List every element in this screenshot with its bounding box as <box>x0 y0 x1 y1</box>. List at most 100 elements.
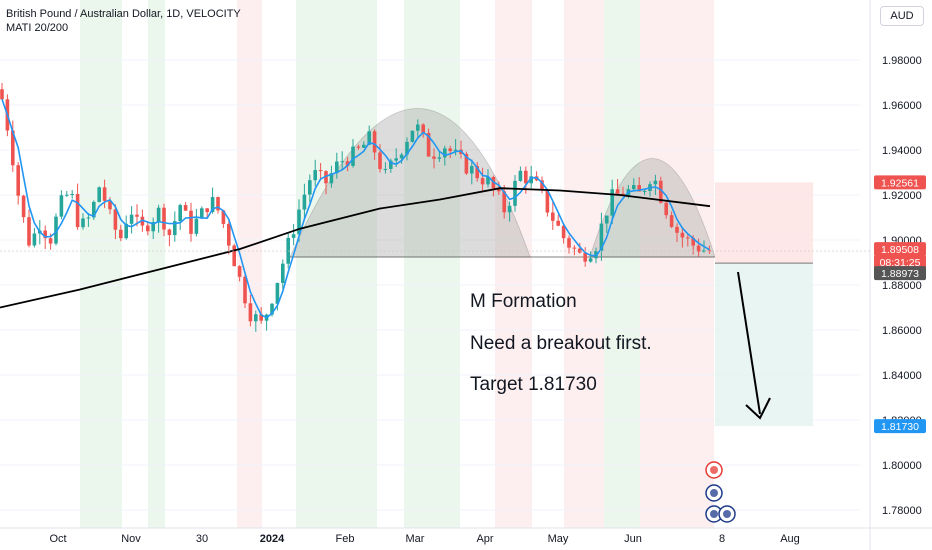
candle-body-118 <box>637 185 641 192</box>
candle-body-55 <box>297 209 301 235</box>
zone-6 <box>564 0 604 528</box>
candle-body-34 <box>183 205 188 211</box>
candle-body-30 <box>162 207 166 230</box>
candle-body-25 <box>135 214 139 217</box>
candle-body-10 <box>54 216 58 244</box>
candle-body-5 <box>27 217 31 246</box>
annotation-pattern: M Formation <box>470 291 577 312</box>
price-tag-bg-0 <box>874 175 926 190</box>
ma20-line <box>1 99 710 319</box>
price-tag-bg-4 <box>874 419 926 434</box>
candle-body-29 <box>156 207 161 222</box>
candle-body-60 <box>324 171 328 184</box>
x-tick-8: Jun <box>624 533 642 545</box>
candle-body-36 <box>194 218 199 234</box>
y-tick-9: 1.80000 <box>882 460 922 472</box>
pattern-drawings <box>289 108 716 258</box>
candle-body-114 <box>615 189 620 194</box>
candle-body-94 <box>507 205 512 213</box>
candle-body-4 <box>21 195 26 218</box>
candle-body-14 <box>75 194 80 228</box>
candle-body-63 <box>340 161 344 163</box>
candle-body-39 <box>210 197 215 213</box>
candle-body-70 <box>378 152 382 170</box>
event-icon-dot-2 <box>710 510 718 518</box>
candle-body-124 <box>669 215 674 227</box>
price-tag-4: 1.81730 <box>881 421 919 433</box>
candle-body-47 <box>254 314 258 322</box>
candle-body-104 <box>561 225 566 239</box>
candle-body-3 <box>16 165 20 196</box>
candle-body-41 <box>221 210 226 224</box>
chart-title: British Pound / Australian Dollar, 1D, V… <box>6 8 241 20</box>
candle-body-77 <box>416 124 420 131</box>
stop-zone <box>715 182 813 264</box>
candle-body-26 <box>140 216 145 226</box>
price-tag-2: 08:31:25 <box>880 257 921 269</box>
candle-body-69 <box>372 131 377 153</box>
x-tick-4: Feb <box>336 533 355 545</box>
candle-body-111 <box>599 223 604 252</box>
candle-body-40 <box>216 197 220 211</box>
candle-body-64 <box>345 161 350 166</box>
zone-4 <box>404 0 460 528</box>
y-tick-10: 1.78000 <box>882 505 922 517</box>
candle-body-66 <box>356 146 361 148</box>
candle-body-42 <box>227 223 231 246</box>
candle-body-93 <box>502 191 506 213</box>
candle-body-9 <box>48 238 53 244</box>
time-axis[interactable]: Oct Nov 30 2024 Feb Mar Apr May Jun 8 Aug <box>0 527 932 545</box>
zone-8 <box>640 0 714 528</box>
x-tick-3: 2024 <box>260 533 285 545</box>
zone-3 <box>296 0 377 528</box>
candle-body-87 <box>470 166 474 174</box>
x-tick-10: Aug <box>780 533 800 545</box>
event-icon-dot-3 <box>723 510 731 518</box>
candle-body-108 <box>583 252 587 262</box>
candle-body-45 <box>243 276 247 304</box>
candle-body-13 <box>70 194 74 196</box>
candle-body-23 <box>124 223 128 239</box>
candle-body-61 <box>329 173 334 184</box>
candle-body-76 <box>410 130 415 142</box>
zone-2 <box>237 0 262 528</box>
candle-body-81 <box>437 157 442 159</box>
candle-body-59 <box>318 170 323 172</box>
candle-body-6 <box>32 233 37 246</box>
candle-body-0 <box>0 89 4 100</box>
zone-1 <box>148 0 165 528</box>
y-tick-0: 1.98000 <box>882 55 922 67</box>
candle-body-95 <box>513 180 517 206</box>
candle-body-67 <box>362 144 366 148</box>
target-zone <box>715 263 813 427</box>
candle-body-46 <box>248 303 253 322</box>
candle-body-101 <box>545 190 550 213</box>
price-tag-bg-3 <box>874 266 926 281</box>
candle-body-44 <box>237 266 242 277</box>
candle-body-65 <box>351 146 355 166</box>
candle-body-92 <box>497 188 501 192</box>
price-tag-bg-2 <box>874 255 926 270</box>
candle-body-113 <box>610 189 614 216</box>
candle-body-117 <box>632 185 636 190</box>
candle-body-74 <box>399 154 404 159</box>
candle-body-20 <box>108 200 112 210</box>
price-tag-0: 1.92561 <box>881 177 919 189</box>
candle-body-103 <box>556 220 560 226</box>
candle-body-57 <box>308 180 312 195</box>
candle-body-90 <box>486 177 490 185</box>
candle-body-43 <box>232 245 236 267</box>
x-tick-6: Apr <box>476 533 493 545</box>
candle-body-125 <box>675 226 679 233</box>
signal-zones <box>80 0 714 528</box>
y-tick-1: 1.96000 <box>882 100 922 112</box>
candle-body-62 <box>335 161 339 174</box>
event-icons[interactable] <box>705 461 736 523</box>
candle-body-88 <box>475 166 479 179</box>
candle-body-8 <box>43 230 47 239</box>
y-tick-7: 1.84000 <box>882 370 922 382</box>
currency-button[interactable]: AUD <box>880 6 924 26</box>
candle-body-12 <box>65 194 69 196</box>
candle-body-50 <box>270 303 274 315</box>
